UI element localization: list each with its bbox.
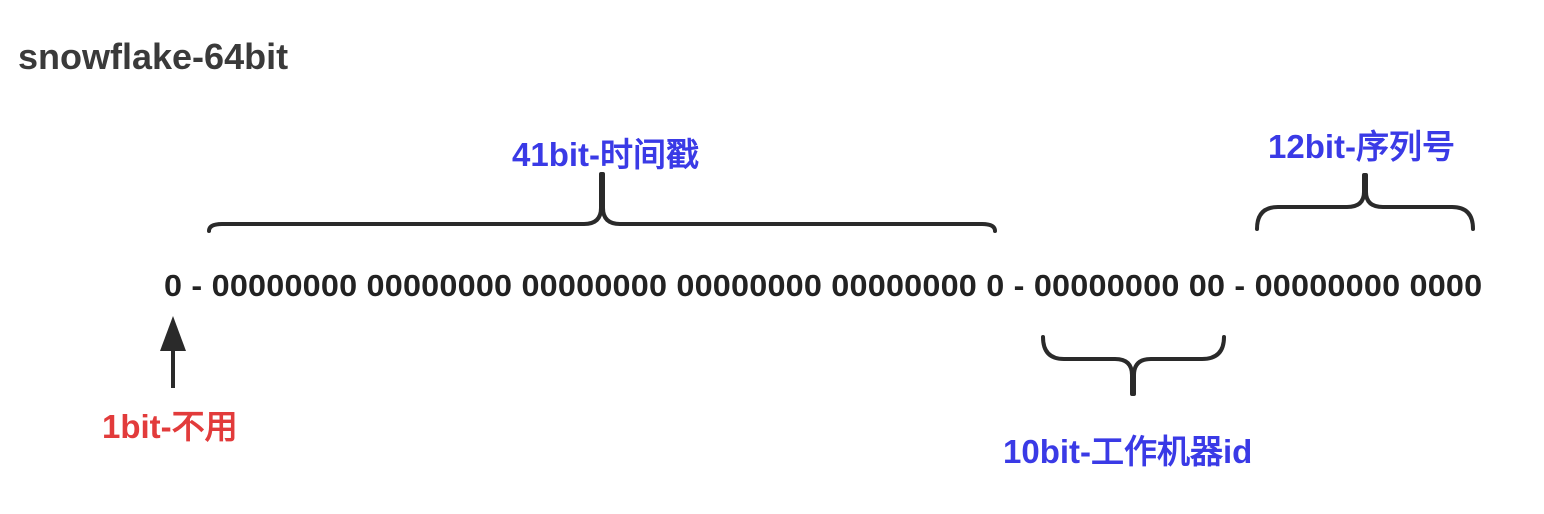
diagram-title: snowflake-64bit (18, 36, 289, 77)
sequence-brace-icon (1255, 173, 1475, 231)
worker-brace-icon (1041, 335, 1226, 396)
unused-bit-label: 1bit-不用 (102, 408, 238, 445)
sequence-label: 12bit-序列号 (1268, 128, 1456, 165)
timestamp-label: 41bit-时间戳 (512, 136, 700, 173)
up-arrow-icon (160, 316, 186, 388)
timestamp-brace-icon (207, 172, 997, 233)
worker-id-label: 10bit-工作机器id (1003, 433, 1253, 470)
bit-sequence: 0 - 00000000 00000000 00000000 00000000 … (164, 268, 1483, 303)
